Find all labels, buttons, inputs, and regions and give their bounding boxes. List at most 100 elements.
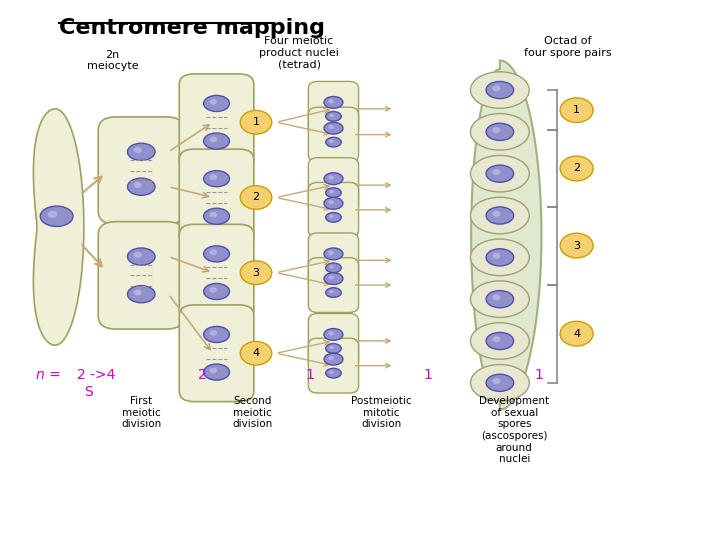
Circle shape — [560, 321, 593, 346]
Ellipse shape — [204, 171, 230, 187]
Text: 1: 1 — [253, 117, 259, 127]
Ellipse shape — [486, 374, 513, 392]
Text: 2: 2 — [573, 164, 580, 173]
Text: Development
of sexual
spores
(ascospores)
around
nuclei: Development of sexual spores (ascospores… — [479, 396, 549, 464]
FancyBboxPatch shape — [308, 82, 359, 136]
Ellipse shape — [324, 328, 343, 340]
Ellipse shape — [210, 287, 217, 293]
Ellipse shape — [470, 156, 529, 192]
Circle shape — [240, 186, 271, 210]
Ellipse shape — [325, 263, 341, 273]
Ellipse shape — [48, 211, 58, 218]
Ellipse shape — [40, 206, 73, 226]
Ellipse shape — [492, 253, 500, 259]
Ellipse shape — [329, 190, 334, 193]
Ellipse shape — [329, 290, 334, 293]
Ellipse shape — [470, 197, 529, 234]
Ellipse shape — [324, 198, 343, 210]
Ellipse shape — [204, 208, 230, 224]
Text: First
meiotic
division: First meiotic division — [121, 396, 161, 429]
Ellipse shape — [492, 294, 500, 300]
Text: 2: 2 — [253, 192, 260, 202]
Text: 2n
meiocyte: 2n meiocyte — [86, 50, 138, 71]
FancyBboxPatch shape — [98, 117, 184, 224]
Ellipse shape — [328, 356, 334, 360]
Ellipse shape — [328, 251, 334, 255]
FancyBboxPatch shape — [179, 74, 254, 171]
Ellipse shape — [329, 114, 334, 117]
Ellipse shape — [210, 99, 217, 105]
Ellipse shape — [324, 273, 343, 285]
Ellipse shape — [210, 249, 217, 255]
Polygon shape — [33, 109, 84, 345]
Text: 3: 3 — [573, 240, 580, 251]
Ellipse shape — [324, 97, 343, 109]
Text: 4: 4 — [573, 329, 580, 339]
Ellipse shape — [486, 165, 513, 183]
Ellipse shape — [204, 284, 230, 300]
FancyBboxPatch shape — [98, 221, 184, 329]
Circle shape — [240, 261, 271, 285]
Circle shape — [560, 156, 593, 181]
Circle shape — [240, 111, 271, 134]
Ellipse shape — [210, 368, 217, 373]
Text: 1: 1 — [535, 368, 544, 382]
Text: Four meiotic
product nuclei
(tetrad): Four meiotic product nuclei (tetrad) — [259, 36, 339, 70]
Ellipse shape — [210, 137, 217, 142]
Ellipse shape — [134, 252, 142, 258]
Text: 3: 3 — [253, 268, 259, 278]
Ellipse shape — [329, 215, 334, 218]
Ellipse shape — [470, 72, 529, 109]
Ellipse shape — [486, 249, 513, 266]
Ellipse shape — [127, 143, 155, 160]
Ellipse shape — [328, 331, 334, 335]
FancyBboxPatch shape — [308, 233, 359, 288]
Text: n =: n = — [36, 368, 60, 382]
Ellipse shape — [492, 169, 500, 175]
Ellipse shape — [492, 378, 500, 384]
FancyBboxPatch shape — [308, 338, 359, 393]
Ellipse shape — [492, 336, 500, 342]
Ellipse shape — [328, 176, 334, 180]
Ellipse shape — [325, 288, 341, 298]
FancyBboxPatch shape — [308, 258, 359, 313]
Ellipse shape — [328, 275, 334, 280]
Ellipse shape — [329, 265, 334, 268]
FancyBboxPatch shape — [308, 314, 359, 368]
Ellipse shape — [210, 330, 217, 336]
Ellipse shape — [204, 96, 230, 112]
Ellipse shape — [134, 147, 142, 153]
FancyBboxPatch shape — [308, 158, 359, 213]
Ellipse shape — [127, 178, 155, 195]
Ellipse shape — [204, 326, 230, 342]
Ellipse shape — [328, 99, 334, 103]
Ellipse shape — [325, 188, 341, 198]
Ellipse shape — [325, 137, 341, 147]
Text: 1: 1 — [573, 105, 580, 115]
Text: Centromere mapping: Centromere mapping — [59, 17, 325, 37]
Ellipse shape — [325, 112, 341, 121]
FancyBboxPatch shape — [179, 149, 254, 246]
Ellipse shape — [134, 182, 142, 188]
Ellipse shape — [127, 286, 155, 303]
Ellipse shape — [470, 281, 529, 318]
Text: 4: 4 — [253, 348, 260, 358]
Circle shape — [560, 98, 593, 123]
Ellipse shape — [486, 207, 513, 224]
Ellipse shape — [470, 239, 529, 275]
Ellipse shape — [210, 212, 217, 218]
Circle shape — [240, 341, 271, 365]
FancyBboxPatch shape — [308, 183, 359, 237]
Ellipse shape — [324, 173, 343, 185]
Ellipse shape — [134, 289, 142, 295]
Ellipse shape — [325, 213, 341, 222]
Ellipse shape — [325, 343, 341, 353]
Ellipse shape — [324, 248, 343, 260]
FancyBboxPatch shape — [308, 107, 359, 162]
Ellipse shape — [470, 364, 529, 401]
Text: Octad of
four spore pairs: Octad of four spore pairs — [524, 36, 612, 58]
Ellipse shape — [204, 364, 230, 380]
Ellipse shape — [329, 346, 334, 349]
Text: 1: 1 — [423, 368, 433, 382]
Text: Second
meiotic
division: Second meiotic division — [233, 396, 273, 429]
